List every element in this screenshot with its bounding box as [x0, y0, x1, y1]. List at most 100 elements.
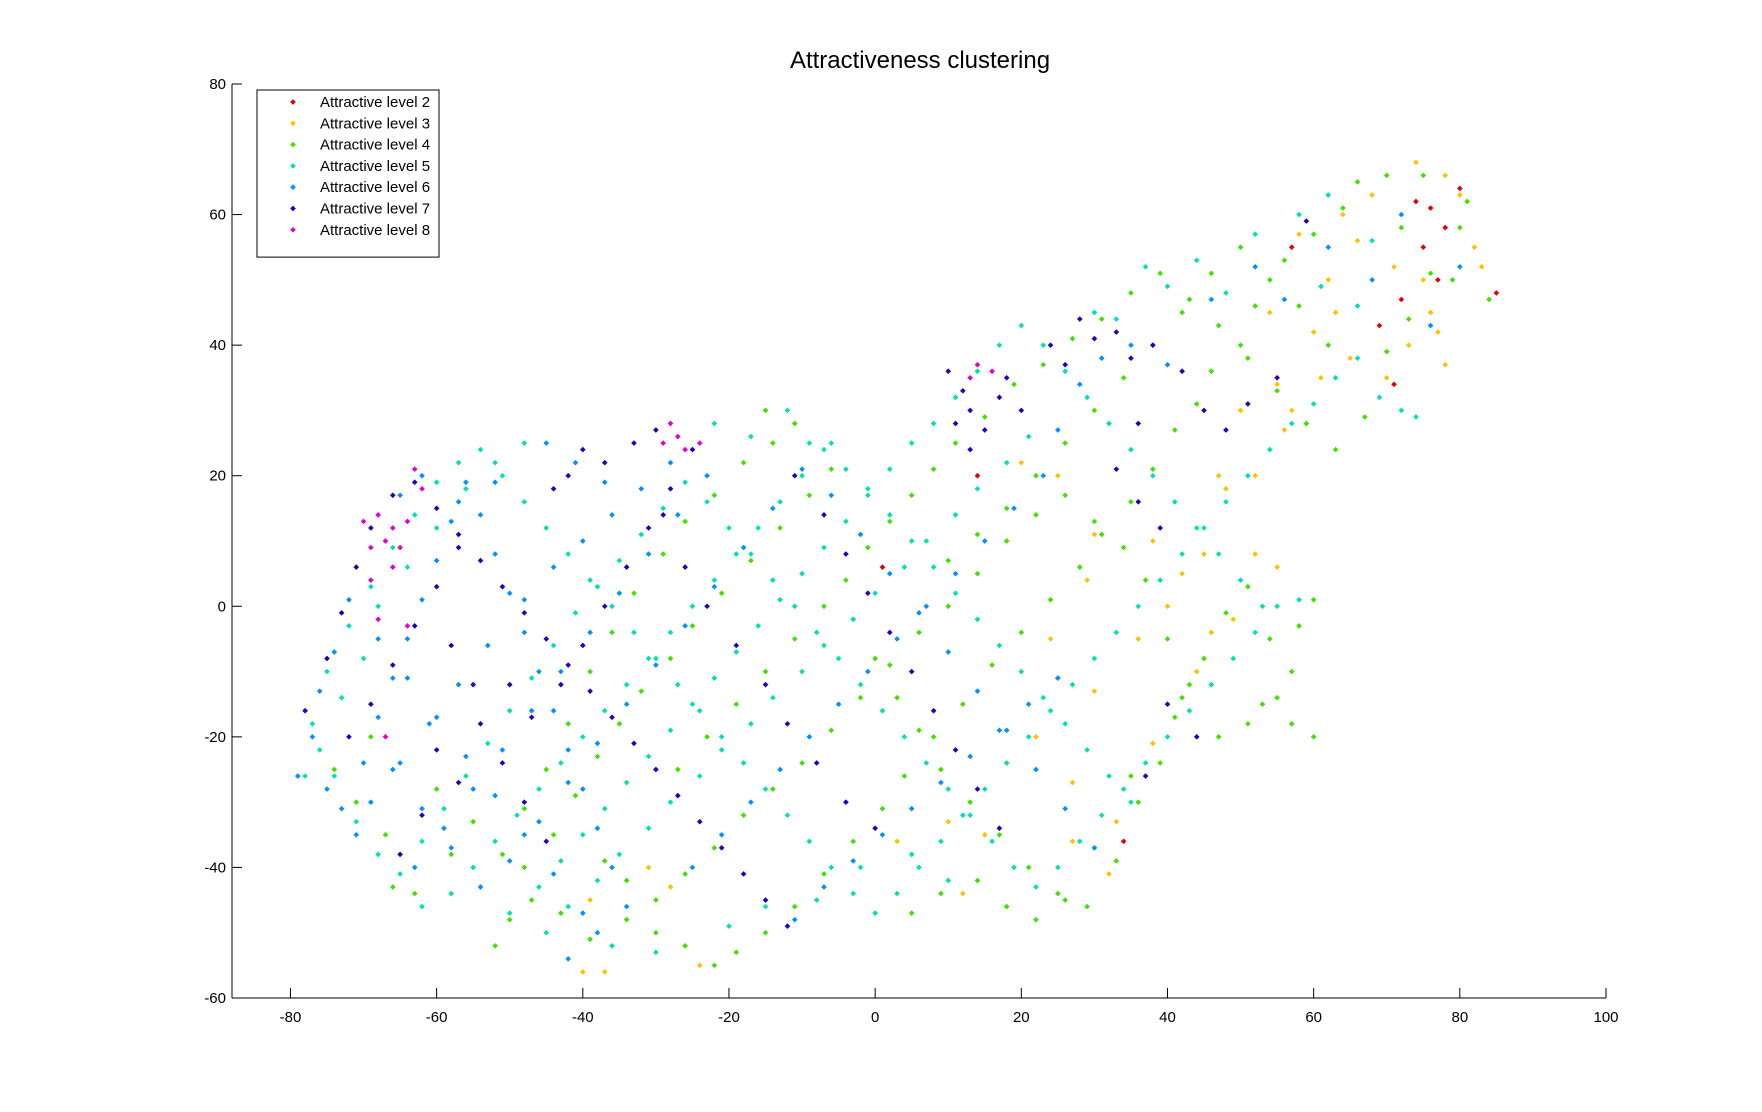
- data-point: [799, 570, 805, 577]
- data-point: [587, 897, 593, 903]
- data-point: [711, 962, 718, 969]
- data-point: [1208, 629, 1215, 636]
- data-point: [441, 805, 447, 812]
- data-point: [645, 551, 652, 557]
- data-point: [587, 688, 593, 694]
- data-point: [375, 714, 381, 721]
- data-point: [667, 884, 674, 890]
- data-point: [762, 407, 769, 414]
- data-point: [543, 766, 550, 773]
- data-point: [740, 544, 747, 551]
- data-point: [1164, 283, 1171, 290]
- data-point: [338, 805, 345, 812]
- legend: Attractive level 2 Attractive level 3 Attr…: [256, 89, 440, 258]
- data-point: [879, 831, 886, 838]
- data-point: [1296, 231, 1302, 237]
- data-point: [777, 525, 783, 531]
- data-point: [521, 799, 528, 805]
- data-point: [660, 551, 667, 557]
- data-point: [1325, 277, 1332, 283]
- data-point: [872, 590, 878, 597]
- x-tick-label: 60: [1305, 1009, 1322, 1026]
- data-point: [1003, 760, 1010, 766]
- data-point: [806, 492, 813, 499]
- data-point: [1369, 192, 1375, 198]
- data-point: [930, 564, 937, 570]
- data-point: [368, 701, 374, 708]
- data-point: [821, 603, 827, 610]
- data-point: [631, 629, 637, 636]
- data-point: [645, 864, 652, 871]
- data-point: [455, 499, 462, 505]
- data-point: [455, 681, 462, 688]
- data-point: [1062, 897, 1068, 903]
- data-point: [484, 740, 491, 747]
- data-point: [1193, 401, 1200, 407]
- series-2: [579, 159, 1485, 975]
- data-point: [740, 871, 747, 877]
- data-point: [1106, 420, 1112, 427]
- data-point: [579, 831, 586, 838]
- data-point: [1252, 303, 1259, 309]
- data-point: [967, 374, 973, 381]
- data-point: [1069, 335, 1076, 342]
- y-tick-label: -60: [204, 990, 226, 1007]
- data-point: [1252, 629, 1259, 636]
- data-point: [1062, 492, 1068, 499]
- data-point: [952, 440, 959, 446]
- data-point: [353, 799, 360, 805]
- data-point: [1281, 296, 1288, 303]
- data-point: [579, 910, 586, 916]
- data-point: [770, 577, 776, 583]
- data-point: [1142, 773, 1149, 779]
- data-point: [309, 720, 316, 727]
- data-point: [397, 544, 403, 551]
- legend-label: Attractive level 4: [320, 137, 430, 154]
- data-point: [536, 884, 542, 890]
- data-point: [579, 969, 586, 975]
- data-point: [674, 512, 681, 518]
- data-point: [1215, 551, 1222, 557]
- y-tick-label: 20: [209, 468, 226, 485]
- data-point: [821, 642, 827, 649]
- data-point: [463, 479, 469, 486]
- data-point: [536, 668, 542, 675]
- data-point: [791, 903, 798, 910]
- data-point: [1347, 355, 1354, 362]
- data-point: [1259, 701, 1266, 708]
- data-point: [609, 629, 615, 636]
- data-point: [1310, 734, 1317, 740]
- data-point: [1128, 773, 1134, 779]
- y-tick-label: 80: [209, 76, 226, 93]
- data-point: [470, 818, 477, 825]
- data-point: [784, 720, 791, 727]
- data-point: [908, 910, 915, 916]
- data-point: [543, 525, 550, 531]
- data-point: [1120, 838, 1127, 845]
- data-point: [1113, 629, 1120, 636]
- data-point: [375, 636, 381, 642]
- data-point: [463, 753, 469, 760]
- data-point: [938, 890, 944, 897]
- data-point: [1047, 707, 1054, 714]
- data-point: [821, 446, 827, 453]
- data-point: [770, 786, 776, 792]
- data-point: [806, 838, 813, 845]
- data-point: [1003, 374, 1010, 381]
- data-point: [718, 590, 725, 597]
- data-point: [901, 773, 908, 779]
- data-point: [696, 773, 703, 779]
- data-point: [850, 616, 857, 623]
- data-point: [821, 512, 827, 518]
- data-point: [1171, 714, 1178, 721]
- data-point: [1201, 525, 1207, 531]
- data-point: [1062, 440, 1068, 446]
- data-point: [1420, 244, 1427, 251]
- legend-item: Attractive level 4: [290, 137, 430, 154]
- data-point: [1091, 518, 1098, 525]
- data-point: [1193, 734, 1200, 740]
- legend-label: Attractive level 5: [320, 158, 430, 175]
- data-point: [594, 929, 601, 936]
- data-point: [360, 518, 367, 525]
- data-point: [492, 459, 498, 466]
